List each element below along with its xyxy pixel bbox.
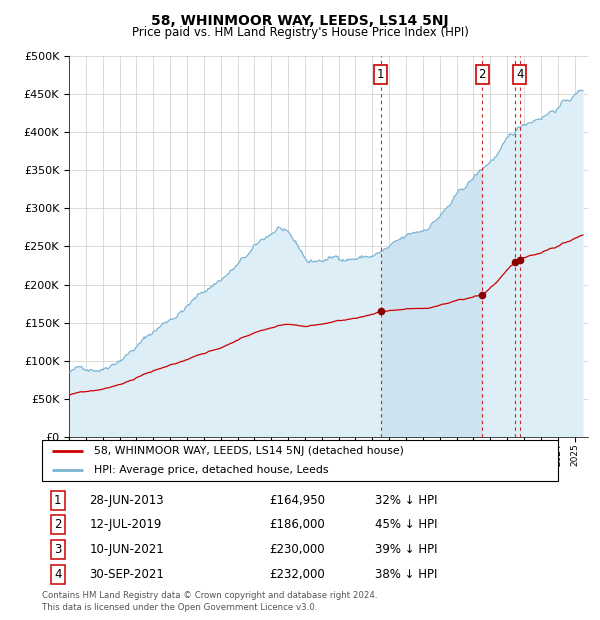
Text: 10-JUN-2021: 10-JUN-2021 bbox=[89, 543, 164, 556]
Text: 4: 4 bbox=[54, 568, 62, 581]
Text: 30-SEP-2021: 30-SEP-2021 bbox=[89, 568, 164, 581]
Text: 1: 1 bbox=[377, 68, 385, 81]
Text: 58, WHINMOOR WAY, LEEDS, LS14 5NJ (detached house): 58, WHINMOOR WAY, LEEDS, LS14 5NJ (detac… bbox=[94, 446, 403, 456]
Text: This data is licensed under the Open Government Licence v3.0.: This data is licensed under the Open Gov… bbox=[42, 603, 317, 612]
Text: 39% ↓ HPI: 39% ↓ HPI bbox=[374, 543, 437, 556]
Text: £230,000: £230,000 bbox=[269, 543, 325, 556]
Text: Contains HM Land Registry data © Crown copyright and database right 2024.: Contains HM Land Registry data © Crown c… bbox=[42, 591, 377, 601]
Text: 32% ↓ HPI: 32% ↓ HPI bbox=[374, 494, 437, 507]
Text: 4: 4 bbox=[516, 68, 524, 81]
Text: 2: 2 bbox=[54, 518, 62, 531]
Text: 58, WHINMOOR WAY, LEEDS, LS14 5NJ: 58, WHINMOOR WAY, LEEDS, LS14 5NJ bbox=[151, 14, 449, 28]
FancyBboxPatch shape bbox=[42, 440, 558, 480]
Text: 12-JUL-2019: 12-JUL-2019 bbox=[89, 518, 162, 531]
Text: £186,000: £186,000 bbox=[269, 518, 325, 531]
Text: Price paid vs. HM Land Registry's House Price Index (HPI): Price paid vs. HM Land Registry's House … bbox=[131, 26, 469, 39]
Text: 2: 2 bbox=[479, 68, 486, 81]
Text: 1: 1 bbox=[54, 494, 62, 507]
Text: 38% ↓ HPI: 38% ↓ HPI bbox=[374, 568, 437, 581]
Text: £164,950: £164,950 bbox=[269, 494, 325, 507]
Text: 3: 3 bbox=[54, 543, 62, 556]
Text: HPI: Average price, detached house, Leeds: HPI: Average price, detached house, Leed… bbox=[94, 466, 328, 476]
Text: 45% ↓ HPI: 45% ↓ HPI bbox=[374, 518, 437, 531]
Text: £232,000: £232,000 bbox=[269, 568, 325, 581]
Text: 28-JUN-2013: 28-JUN-2013 bbox=[89, 494, 164, 507]
